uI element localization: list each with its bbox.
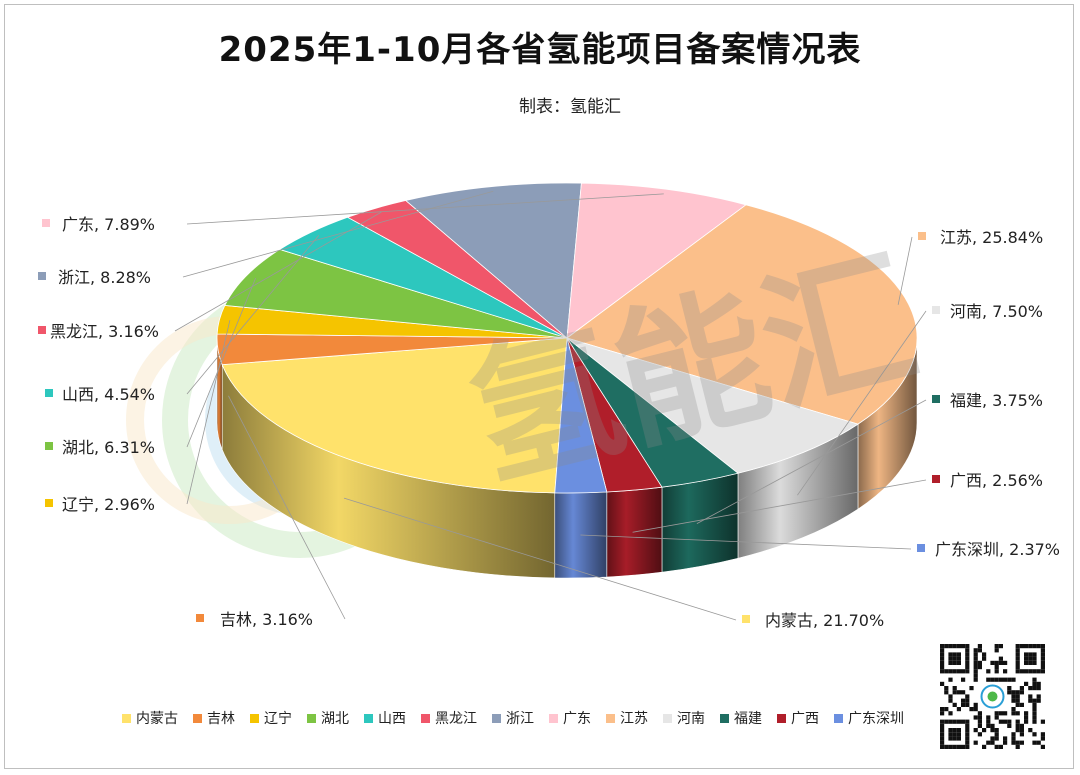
data-label: 福建, 3.75% — [950, 391, 1043, 410]
leader-line — [632, 479, 927, 533]
legend-swatch — [777, 713, 786, 723]
data-label-swatch — [38, 272, 46, 280]
pie-slice-内蒙古 — [221, 337, 568, 494]
legend-swatch — [364, 713, 373, 723]
data-label-swatch — [918, 232, 926, 240]
data-label-swatch — [196, 614, 204, 622]
leader-line — [228, 395, 346, 620]
legend-label: 湖北 — [321, 711, 349, 727]
data-label: 广东, 7.89% — [62, 215, 155, 234]
data-label-swatch — [45, 442, 53, 450]
legend-label: 山西 — [378, 711, 406, 727]
pie-depth — [216, 337, 918, 579]
legend-item: 浙江 — [492, 708, 534, 728]
data-label: 辽宁, 2.96% — [62, 495, 155, 514]
data-label: 广西, 2.56% — [950, 471, 1043, 490]
data-label-swatch — [932, 475, 940, 483]
pie-slice-广东深圳 — [554, 337, 608, 494]
legend-label: 内蒙古 — [136, 711, 178, 727]
legend-label: 广东深圳 — [848, 711, 904, 727]
legend-item: 辽宁 — [250, 708, 292, 728]
data-label: 内蒙古, 21.70% — [765, 611, 884, 630]
leader-line — [186, 235, 320, 395]
legend-item: 广东深圳 — [834, 708, 904, 728]
legend-label: 广东 — [563, 711, 591, 727]
leader-line — [580, 534, 912, 550]
legend-swatch — [122, 713, 131, 723]
qr-code-image — [940, 644, 1045, 749]
legend-label: 辽宁 — [264, 711, 292, 727]
legend-item: 吉林 — [193, 708, 235, 728]
pie-side-福建 — [661, 472, 739, 573]
data-label: 黑龙江, 3.16% — [50, 322, 159, 341]
qr-code — [934, 642, 1052, 750]
legend-item: 山西 — [364, 708, 406, 728]
data-label: 湖北, 6.31% — [62, 438, 155, 457]
data-label: 吉林, 3.16% — [220, 610, 313, 629]
legend-label: 河南 — [677, 711, 705, 727]
data-labels: 内蒙古, 21.70% 吉林, 3.16% 辽宁, 2.96% 湖北, 6.31% 山西… — [38, 215, 1060, 630]
data-label: 广东深圳, 2.37% — [935, 540, 1060, 559]
chart-title: 2025年1-10月各省氢能项目备案情况表 — [218, 30, 862, 70]
leader-line — [186, 193, 664, 225]
data-label-swatch — [917, 544, 925, 552]
legend-item: 广西 — [777, 708, 819, 728]
legend-item: 内蒙古 — [122, 708, 178, 728]
leader-line — [797, 310, 927, 496]
legend-item: 广东 — [549, 708, 591, 728]
leader-line — [186, 277, 256, 448]
legend-item: 江苏 — [606, 708, 648, 728]
data-label-swatch — [45, 499, 53, 507]
data-label: 浙江, 8.28% — [58, 268, 151, 287]
legend-label: 浙江 — [506, 711, 534, 727]
legend-swatch — [606, 713, 615, 723]
legend-swatch — [549, 713, 558, 723]
legend-label: 黑龙江 — [435, 711, 477, 727]
data-label: 山西, 4.54% — [62, 385, 155, 404]
legend-swatch — [720, 713, 729, 723]
data-label-swatch — [38, 326, 46, 334]
leader-line — [182, 190, 494, 278]
data-label-swatch — [42, 219, 50, 227]
data-label-swatch — [932, 306, 940, 314]
legend-swatch — [307, 713, 316, 723]
legend-label: 江苏 — [620, 711, 648, 727]
leader-line — [343, 497, 737, 621]
leader-line — [897, 236, 913, 305]
pie-slice-江苏 — [566, 204, 918, 425]
legend-swatch — [492, 713, 501, 723]
leader-line — [696, 399, 927, 525]
data-label-swatch — [742, 615, 750, 623]
legend-swatch — [663, 713, 672, 723]
legend-item: 湖北 — [307, 708, 349, 728]
legend-swatch — [421, 713, 430, 723]
data-label: 江苏, 25.84% — [940, 228, 1043, 247]
data-label: 河南, 7.50% — [950, 302, 1043, 321]
leader-lines — [174, 190, 927, 621]
legend-swatch — [193, 713, 202, 723]
pie-top — [216, 182, 918, 494]
legend-swatch — [834, 713, 843, 723]
chart-legend: 内蒙古 吉林 辽宁 湖北 山西 黑龙江 浙江 广东 江苏 河南 福建 广西 广东深圳 — [122, 706, 922, 730]
legend-label: 福建 — [734, 711, 762, 727]
pie-slice-广东 — [566, 182, 747, 339]
legend-item: 河南 — [663, 708, 705, 728]
pie-slice-河南 — [566, 337, 859, 474]
legend-item: 黑龙江 — [421, 708, 477, 728]
data-label-swatch — [932, 395, 940, 403]
legend-label: 吉林 — [207, 711, 235, 727]
legend-item: 福建 — [720, 708, 762, 728]
chart-subtitle: 制表：氢能汇 — [519, 97, 621, 117]
legend-swatch — [250, 713, 259, 723]
legend-label: 广西 — [791, 711, 819, 727]
data-label-swatch — [45, 389, 53, 397]
pie-slice-浙江 — [404, 182, 582, 339]
